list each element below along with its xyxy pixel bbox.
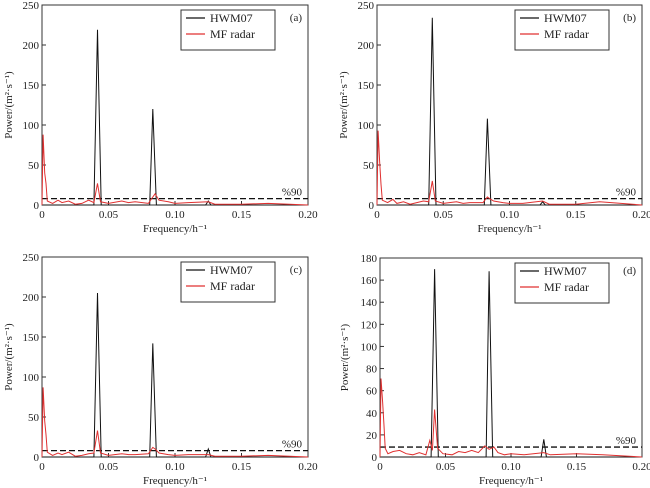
panel-label: (a) — [290, 12, 303, 24]
threshold-label: %90 — [282, 439, 303, 451]
legend-box — [514, 9, 610, 51]
y-axis-label: Power/(m²·s⁻¹) — [339, 323, 351, 391]
x-tick-label: 0 — [39, 209, 45, 221]
threshold-label: %90 — [282, 187, 303, 199]
x-tick-label: 0.05 — [99, 209, 119, 221]
y-tick-label: 100 — [358, 120, 375, 132]
legend-entry: MF radar — [210, 279, 255, 293]
y-tick-label: 120 — [361, 319, 378, 331]
y-tick-label: 180 — [361, 253, 378, 265]
legend-entry: HWM07 — [210, 11, 253, 25]
y-tick-label: 20 — [366, 430, 378, 442]
y-tick-label: 150 — [23, 80, 40, 92]
threshold-label: %90 — [616, 187, 637, 199]
y-tick-label: 0 — [369, 200, 375, 212]
y-tick-label: 250 — [23, 252, 40, 264]
panel-c: 0 0.05 0.10 0.15 0.20 0 50 100 150 200 250 Frequenc… — [3, 252, 318, 487]
panel-d: 0 0.05 0.10 0.15 0.20 0 20 40 60 80 100 120 140 160 18… — [339, 253, 650, 487]
x-tick-label: 0.15 — [232, 461, 252, 473]
y-tick-label: 100 — [361, 341, 378, 353]
legend-entry: MF radar — [544, 27, 589, 41]
x-axis-label: Frequency/h⁻¹ — [143, 223, 207, 235]
x-tick-label: 0.10 — [501, 461, 521, 473]
y-tick-label: 50 — [363, 160, 375, 172]
x-tick-label: 0.05 — [436, 461, 456, 473]
y-axis-label: Power/(m²·s⁻¹) — [338, 71, 350, 139]
series-line-hwm07 — [380, 269, 642, 458]
legend-box — [514, 262, 610, 304]
x-axis-label: Frequency/h⁻¹ — [477, 223, 541, 235]
y-tick-label: 80 — [366, 364, 378, 376]
y-tick-label: 200 — [23, 292, 40, 304]
x-tick-label: 0.20 — [298, 461, 318, 473]
legend-box — [180, 9, 276, 51]
x-tick-label: 0.10 — [165, 209, 185, 221]
x-tick-label: 0.15 — [232, 209, 252, 221]
legend-entry: HWM07 — [544, 11, 587, 25]
legend-entry: HWM07 — [544, 264, 587, 278]
series-line-hwm07 — [42, 292, 308, 458]
x-tick-label: 0.20 — [632, 461, 650, 473]
y-tick-label: 160 — [361, 275, 378, 287]
x-tick-label: 0 — [39, 461, 45, 473]
legend-box — [180, 261, 276, 303]
y-axis-label: Power/(m²·s⁻¹) — [3, 71, 15, 139]
legend-entry: HWM07 — [210, 263, 253, 277]
y-tick-label: 0 — [372, 452, 378, 464]
y-tick-label: 100 — [23, 372, 40, 384]
y-tick-label: 60 — [366, 386, 378, 398]
y-tick-label: 0 — [34, 200, 40, 212]
x-tick-label: 0.05 — [99, 461, 119, 473]
y-axis-label: Power/(m²·s⁻¹) — [3, 323, 15, 391]
panel-b: 0 0.05 0.10 0.15 0.20 0 50 100 150 200 250 Frequenc… — [338, 0, 650, 235]
y-tick-label: 250 — [358, 0, 375, 12]
x-axis-label: Frequency/h⁻¹ — [143, 475, 207, 487]
legend-entry: MF radar — [210, 27, 255, 41]
panel-label: (c) — [290, 264, 303, 276]
y-tick-label: 250 — [23, 0, 40, 12]
y-tick-label: 0 — [34, 452, 40, 464]
y-tick-label: 100 — [23, 120, 40, 132]
y-tick-label: 50 — [28, 412, 40, 424]
y-tick-label: 50 — [28, 160, 40, 172]
series-line-mf-radar — [41, 134, 309, 206]
series-line-mf-radar — [376, 130, 643, 206]
x-tick-label: 0.15 — [567, 461, 587, 473]
x-tick-label: 0.15 — [566, 209, 586, 221]
x-tick-label: 0.10 — [500, 209, 520, 221]
x-axis-label: Frequency/h⁻¹ — [479, 475, 543, 487]
x-tick-label: 0 — [374, 209, 380, 221]
panel-a: 0 0.05 0.10 0.15 0.20 0 50 100 150 200 250 Frequenc… — [3, 0, 318, 235]
y-tick-label: 140 — [361, 297, 378, 309]
x-tick-label: 0.20 — [632, 209, 650, 221]
threshold-label: %90 — [616, 435, 637, 447]
panel-label: (d) — [623, 265, 636, 277]
panel-label: (b) — [623, 12, 636, 24]
y-tick-label: 200 — [23, 40, 40, 52]
x-tick-label: 0.05 — [434, 209, 454, 221]
x-tick-label: 0 — [377, 461, 383, 473]
series-line-mf-radar — [379, 378, 643, 458]
y-tick-label: 150 — [23, 332, 40, 344]
x-tick-label: 0.10 — [165, 461, 185, 473]
series-line-hwm07 — [377, 17, 642, 206]
y-tick-label: 150 — [358, 80, 375, 92]
y-tick-label: 200 — [358, 40, 375, 52]
legend-entry: MF radar — [544, 280, 589, 294]
series-line-mf-radar — [41, 387, 309, 458]
x-tick-label: 0.20 — [298, 209, 318, 221]
y-tick-label: 40 — [366, 408, 378, 420]
